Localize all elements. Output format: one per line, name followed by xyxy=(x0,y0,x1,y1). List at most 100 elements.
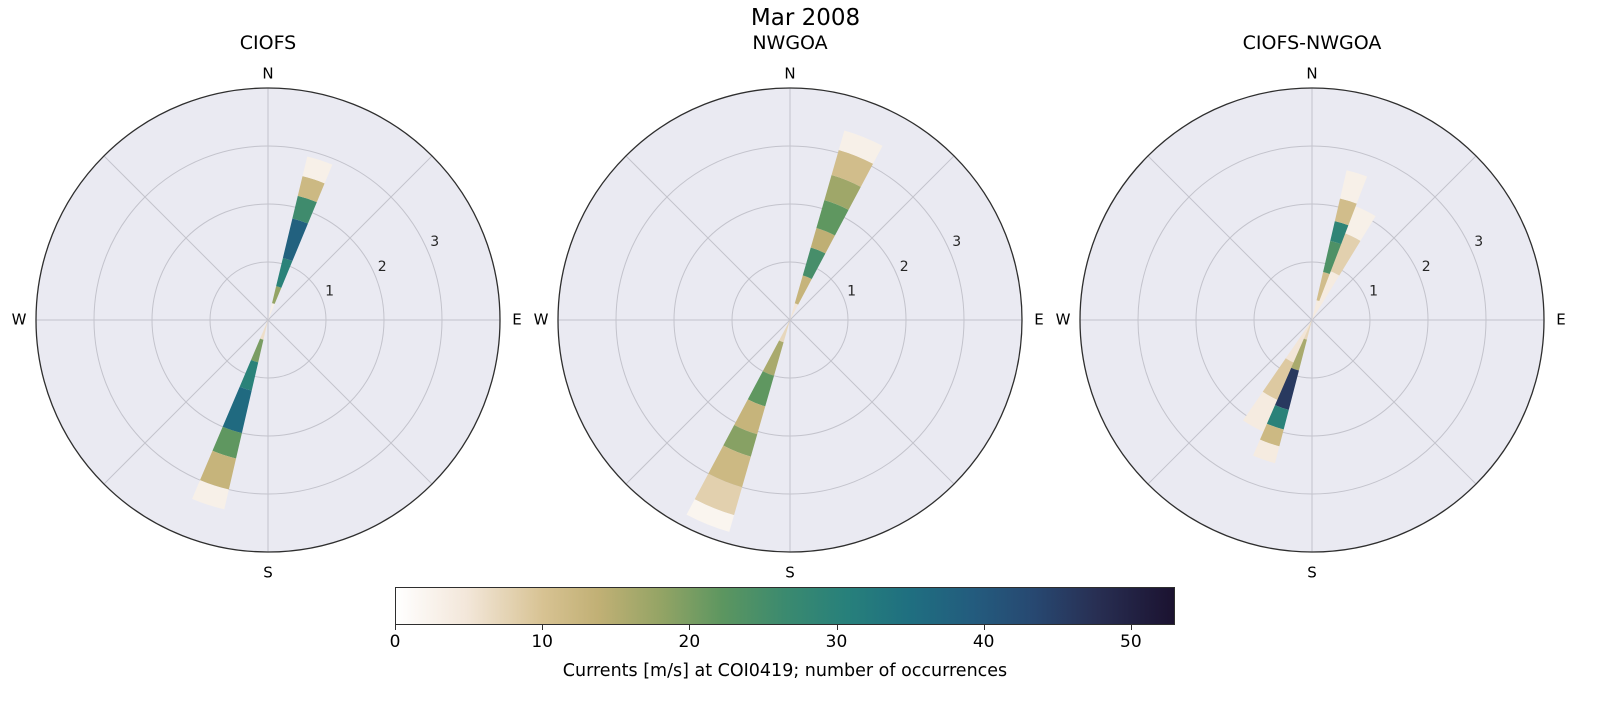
subplot-ciofs: CIOFS 1 2 3 N E S W xyxy=(0,30,536,595)
compass-label-w: W xyxy=(1056,311,1071,329)
colorbar-tick-mark xyxy=(1130,625,1132,630)
grid-spoke xyxy=(1311,319,1477,485)
subplot-title-diff: CIOFS-NWGOA xyxy=(1242,32,1382,54)
rose-petal-segment xyxy=(1328,231,1361,276)
rose-petal-segment xyxy=(239,360,259,391)
polar-outline xyxy=(557,87,1023,553)
rose-petal-segment xyxy=(251,338,264,363)
polar-axes-diff: 1 2 3 N E S W xyxy=(1056,65,1566,582)
subplot-diff: CIOFS-NWGOA 1 2 3 N E S W xyxy=(1044,30,1580,595)
rose-petal-segment xyxy=(1285,320,1312,364)
compass-label-n: N xyxy=(262,65,273,83)
colorbar-tick-label: 30 xyxy=(825,632,848,652)
rose-petal-segment xyxy=(838,130,883,164)
rose-petal-segment xyxy=(1291,338,1307,371)
rose-petal-segment xyxy=(1303,320,1312,340)
rose-petal-segment xyxy=(762,340,784,376)
grid-spoke xyxy=(1147,155,1313,321)
rose-petal-segment xyxy=(292,195,317,224)
grid-spoke xyxy=(1311,155,1477,321)
colorbar-gradient xyxy=(395,587,1175,625)
colorbar: 0 10 20 30 40 50 xyxy=(390,587,1175,652)
rose-petal-segment xyxy=(1262,358,1295,401)
rose-petal-segment xyxy=(1259,423,1284,447)
rose-petal-segment xyxy=(694,473,743,516)
r-tick-label: 1 xyxy=(1369,283,1378,299)
polar-axes-nwgoa: 1 2 3 N E S W xyxy=(534,65,1044,582)
rose-petal-segment xyxy=(816,200,849,236)
rose-petal-segment xyxy=(723,424,758,457)
colorbar-label: Currents [m/s] at COI0419; number of occ… xyxy=(562,661,1008,681)
subplot-title-ciofs: CIOFS xyxy=(239,32,297,54)
rose-petal-segment xyxy=(302,156,333,184)
compass-label-e: E xyxy=(1556,311,1565,329)
compass-label-e: E xyxy=(512,311,521,329)
subplot-nwgoa: NWGOA 1 2 3 N E S W xyxy=(522,30,1058,595)
colorbar-tick-mark xyxy=(836,625,838,630)
compass-label-s: S xyxy=(1307,564,1317,582)
rose-petal-segment xyxy=(1340,170,1368,204)
rose-petal-segment xyxy=(810,228,835,254)
colorbar-tick-mark xyxy=(542,625,544,630)
rose-petal-segment xyxy=(1266,405,1289,430)
r-tick-label: 3 xyxy=(1474,234,1483,250)
compass-label-s: S xyxy=(785,564,795,582)
grid-spoke xyxy=(103,319,269,485)
polar-outline xyxy=(35,87,501,553)
grid-spoke xyxy=(1147,319,1313,485)
rose-petal-segment xyxy=(260,320,268,340)
colorbar-tick-label: 50 xyxy=(1120,632,1142,652)
colorbar-tick-mark xyxy=(983,625,985,630)
polar-axes-ciofs: 1 2 3 N E S W xyxy=(12,65,522,582)
rose-petal-segment xyxy=(268,303,275,320)
rose-petal-segment xyxy=(1334,198,1357,226)
rose-petal-segment xyxy=(282,218,308,262)
r-tick-label: 1 xyxy=(325,283,334,299)
figure-title: Mar 2008 xyxy=(750,5,861,31)
compass-label-n: N xyxy=(784,65,795,83)
rose-petal-segment xyxy=(1312,300,1320,320)
grid-spoke xyxy=(267,155,433,321)
rose-petal-segment xyxy=(272,286,282,304)
rose-petal-segment xyxy=(790,303,799,320)
compass-label-w: W xyxy=(12,311,27,329)
polar-outline xyxy=(1079,87,1545,553)
compass-label-s: S xyxy=(263,564,273,582)
r-tick-label: 2 xyxy=(900,259,909,275)
rose-petal-segment xyxy=(1323,240,1342,274)
compass-label-e: E xyxy=(1034,311,1043,329)
colorbar-tick-mark xyxy=(395,625,396,630)
rose-petal-segment xyxy=(192,480,229,510)
rose-petal-segment xyxy=(1253,439,1280,464)
r-tick-label: 3 xyxy=(430,234,439,250)
grid-spoke xyxy=(267,319,433,485)
grid-spoke xyxy=(625,319,791,485)
rose-petal-segment xyxy=(1316,271,1330,302)
rose-petal-segment xyxy=(779,320,790,343)
colorbar-tick-label: 20 xyxy=(678,632,701,652)
r-tick-label: 1 xyxy=(847,283,856,299)
compass-label-w: W xyxy=(534,311,549,329)
rose-petal-segment xyxy=(708,445,751,488)
r-tick-label: 2 xyxy=(378,259,387,275)
rose-petal-segment xyxy=(276,257,293,288)
rose-petal-segment xyxy=(222,386,252,434)
r-tick-label: 2 xyxy=(1422,259,1431,275)
compass-label-n: N xyxy=(1306,65,1317,83)
colorbar-tick-label: 10 xyxy=(531,632,553,652)
rose-petal-segment xyxy=(747,371,775,407)
rose-petal-segment xyxy=(1274,367,1299,410)
rose-petal-segment xyxy=(831,149,874,187)
subplot-title-nwgoa: NWGOA xyxy=(752,32,828,54)
grid-spoke xyxy=(789,155,955,321)
rose-petal-segment xyxy=(802,247,826,280)
rose-petal-segment xyxy=(1330,221,1349,245)
rose-petal-segment xyxy=(212,426,242,459)
rose-petal-segment xyxy=(1312,270,1340,320)
grid-spoke xyxy=(789,319,955,485)
colorbar-tick-label: 0 xyxy=(389,632,401,652)
colorbar-tick-mark xyxy=(689,625,691,630)
rose-petal-segment xyxy=(824,175,861,210)
rose-petal-segment xyxy=(686,499,735,532)
